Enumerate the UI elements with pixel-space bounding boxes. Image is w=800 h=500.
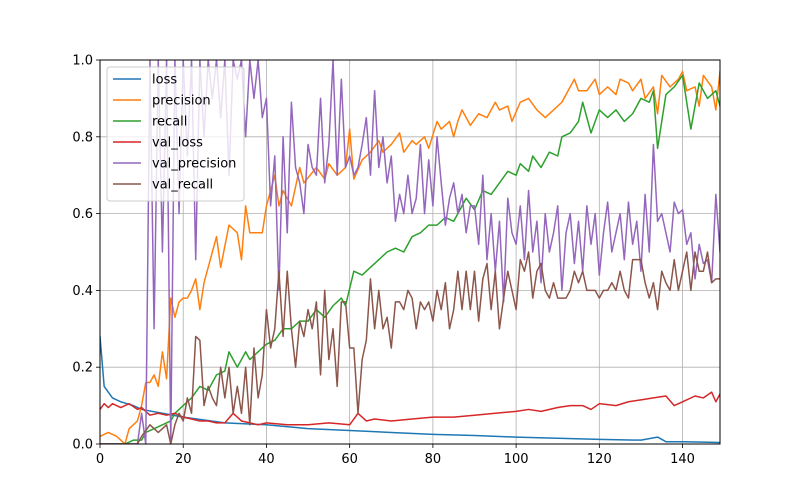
x-tick-label: 40	[258, 452, 275, 467]
y-axis: 0.0 0.2 0.4 0.6 0.8 1.0	[72, 54, 100, 453]
x-tick-label: 80	[425, 452, 442, 467]
legend-label: val_precision	[152, 157, 236, 172]
series-line-val-recall	[100, 251, 720, 444]
x-tick-label: 60	[341, 452, 358, 467]
legend: loss precision recall val_loss val_precision…	[106, 66, 245, 202]
x-tick-label: 140	[670, 452, 695, 467]
series-line-val-loss	[100, 391, 720, 426]
legend-label: loss	[152, 73, 177, 88]
y-tick-label: 1.0	[72, 54, 93, 69]
plot-frame	[99, 59, 721, 445]
series-line-precision	[100, 70, 720, 444]
x-tick-label: 120	[587, 452, 612, 467]
y-tick-label: 0.8	[72, 130, 93, 145]
legend-label: recall	[152, 115, 187, 130]
x-tick-label: 20	[175, 452, 192, 467]
legend-box	[106, 66, 245, 202]
x-tick-label: 100	[504, 452, 529, 467]
y-tick-label: 0.6	[72, 207, 93, 222]
y-tick-label: 0.4	[72, 284, 93, 299]
x-axis: 0 20 40 60 80 100 120 140	[96, 444, 695, 467]
legend-label: val_loss	[152, 136, 203, 151]
y-tick-label: 0.2	[72, 361, 93, 376]
series-line-recall	[100, 74, 720, 444]
legend-label: val_recall	[152, 178, 213, 193]
legend-label: precision	[152, 94, 211, 109]
y-tick-label: 0.0	[72, 438, 93, 453]
x-tick-label: 0	[96, 452, 104, 467]
